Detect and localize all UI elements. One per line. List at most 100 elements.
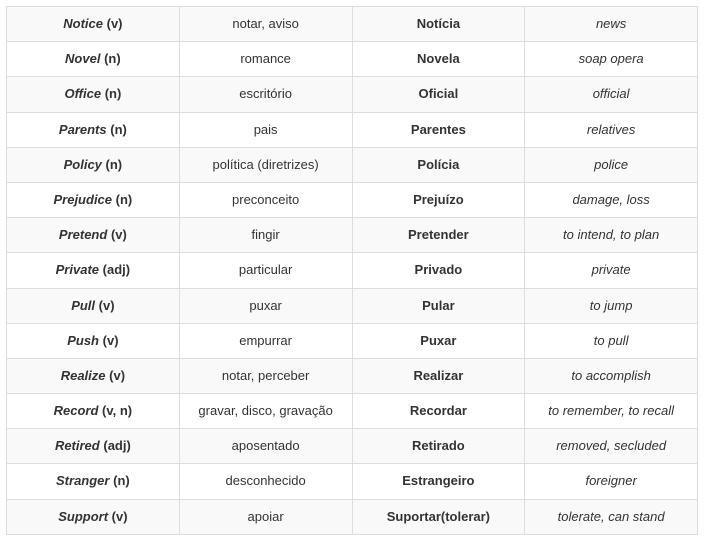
table-row: Support (v)apoiarSuportar(tolerar)tolera… [7, 499, 698, 534]
part-of-speech: (v, n) [102, 403, 132, 418]
english-word: Support [58, 509, 108, 524]
cell-portuguese-false-cognate: Realizar [352, 358, 525, 393]
table-row: Push (v)empurrarPuxarto pull [7, 323, 698, 358]
cell-portuguese-translation: gravar, disco, gravação [179, 394, 352, 429]
cell-english-word: Policy (n) [7, 147, 180, 182]
cell-english-word: Push (v) [7, 323, 180, 358]
table-row: Stranger (n)desconhecidoEstrangeiroforei… [7, 464, 698, 499]
english-word: Retired [55, 438, 100, 453]
cell-english-word: Retired (adj) [7, 429, 180, 464]
english-word: Private [56, 262, 99, 277]
table-body: Notice (v)notar, avisoNotícianewsNovel (… [7, 7, 698, 535]
cell-false-cognate-meaning: to pull [525, 323, 698, 358]
table-row: Pull (v)puxarPularto jump [7, 288, 698, 323]
cell-portuguese-false-cognate: Estrangeiro [352, 464, 525, 499]
cell-english-word: Stranger (n) [7, 464, 180, 499]
part-of-speech: (n) [106, 157, 123, 172]
cell-portuguese-translation: preconceito [179, 182, 352, 217]
part-of-speech: (adj) [103, 262, 130, 277]
cell-english-word: Record (v, n) [7, 394, 180, 429]
cell-portuguese-false-cognate: Parentes [352, 112, 525, 147]
cell-portuguese-translation: desconhecido [179, 464, 352, 499]
english-word: Office [64, 86, 101, 101]
table-row: Policy (n)política (diretrizes)Políciapo… [7, 147, 698, 182]
cell-english-word: Parents (n) [7, 112, 180, 147]
cell-portuguese-translation: apoiar [179, 499, 352, 534]
cell-portuguese-translation: fingir [179, 218, 352, 253]
false-cognates-table: Notice (v)notar, avisoNotícianewsNovel (… [6, 6, 698, 535]
cell-false-cognate-meaning: to remember, to recall [525, 394, 698, 429]
table-row: Notice (v)notar, avisoNotícianews [7, 7, 698, 42]
part-of-speech: (n) [105, 86, 122, 101]
part-of-speech: (n) [104, 51, 121, 66]
cell-portuguese-false-cognate: Prejuízo [352, 182, 525, 217]
english-word: Notice [63, 16, 103, 31]
cell-false-cognate-meaning: official [525, 77, 698, 112]
cell-portuguese-translation: notar, perceber [179, 358, 352, 393]
cell-portuguese-false-cognate: Polícia [352, 147, 525, 182]
cell-portuguese-translation: puxar [179, 288, 352, 323]
part-of-speech: (v) [109, 368, 125, 383]
cell-english-word: Pretend (v) [7, 218, 180, 253]
english-word: Pull [71, 298, 95, 313]
table-row: Retired (adj)aposentadoRetiradoremoved, … [7, 429, 698, 464]
cell-false-cognate-meaning: relatives [525, 112, 698, 147]
cell-portuguese-translation: particular [179, 253, 352, 288]
cell-false-cognate-meaning: to intend, to plan [525, 218, 698, 253]
cell-false-cognate-meaning: news [525, 7, 698, 42]
part-of-speech: (v) [107, 16, 123, 31]
cell-portuguese-false-cognate: Suportar(tolerar) [352, 499, 525, 534]
table-row: Pretend (v)fingirPretenderto intend, to … [7, 218, 698, 253]
cell-english-word: Pull (v) [7, 288, 180, 323]
cell-portuguese-translation: romance [179, 42, 352, 77]
cell-portuguese-false-cognate: Novela [352, 42, 525, 77]
part-of-speech: (n) [116, 192, 133, 207]
english-word: Record [54, 403, 99, 418]
cell-english-word: Support (v) [7, 499, 180, 534]
part-of-speech: (n) [113, 473, 130, 488]
table-row: Private (adj)particularPrivadoprivate [7, 253, 698, 288]
english-word: Realize [61, 368, 106, 383]
cell-portuguese-translation: notar, aviso [179, 7, 352, 42]
cell-portuguese-false-cognate: Puxar [352, 323, 525, 358]
cell-english-word: Office (n) [7, 77, 180, 112]
part-of-speech: (v) [112, 509, 128, 524]
cell-portuguese-false-cognate: Notícia [352, 7, 525, 42]
cell-false-cognate-meaning: tolerate, can stand [525, 499, 698, 534]
part-of-speech: (adj) [103, 438, 130, 453]
cell-false-cognate-meaning: foreigner [525, 464, 698, 499]
cell-portuguese-translation: escritório [179, 77, 352, 112]
table-row: Record (v, n)gravar, disco, gravaçãoReco… [7, 394, 698, 429]
cell-false-cognate-meaning: to accomplish [525, 358, 698, 393]
cell-portuguese-false-cognate: Oficial [352, 77, 525, 112]
cell-portuguese-false-cognate: Pretender [352, 218, 525, 253]
part-of-speech: (v) [111, 227, 127, 242]
cell-portuguese-translation: empurrar [179, 323, 352, 358]
cell-portuguese-translation: aposentado [179, 429, 352, 464]
table-row: Realize (v)notar, perceberRealizarto acc… [7, 358, 698, 393]
cell-false-cognate-meaning: removed, secluded [525, 429, 698, 464]
cell-english-word: Realize (v) [7, 358, 180, 393]
table-row: Prejudice (n)preconceitoPrejuízodamage, … [7, 182, 698, 217]
table-row: Office (n)escritórioOficialofficial [7, 77, 698, 112]
cell-false-cognate-meaning: private [525, 253, 698, 288]
cell-portuguese-translation: política (diretrizes) [179, 147, 352, 182]
cell-false-cognate-meaning: police [525, 147, 698, 182]
part-of-speech: (v) [103, 333, 119, 348]
english-word: Prejudice [53, 192, 112, 207]
cell-portuguese-false-cognate: Recordar [352, 394, 525, 429]
english-word: Stranger [56, 473, 109, 488]
english-word: Pretend [59, 227, 107, 242]
english-word: Novel [65, 51, 100, 66]
table-row: Novel (n)romanceNovelasoap opera [7, 42, 698, 77]
cell-portuguese-false-cognate: Pular [352, 288, 525, 323]
cell-english-word: Notice (v) [7, 7, 180, 42]
part-of-speech: (n) [110, 122, 127, 137]
cell-portuguese-translation: pais [179, 112, 352, 147]
cell-english-word: Novel (n) [7, 42, 180, 77]
cell-portuguese-false-cognate: Privado [352, 253, 525, 288]
cell-portuguese-false-cognate: Retirado [352, 429, 525, 464]
english-word: Policy [64, 157, 102, 172]
table-row: Parents (n)paisParentesrelatives [7, 112, 698, 147]
cell-english-word: Private (adj) [7, 253, 180, 288]
